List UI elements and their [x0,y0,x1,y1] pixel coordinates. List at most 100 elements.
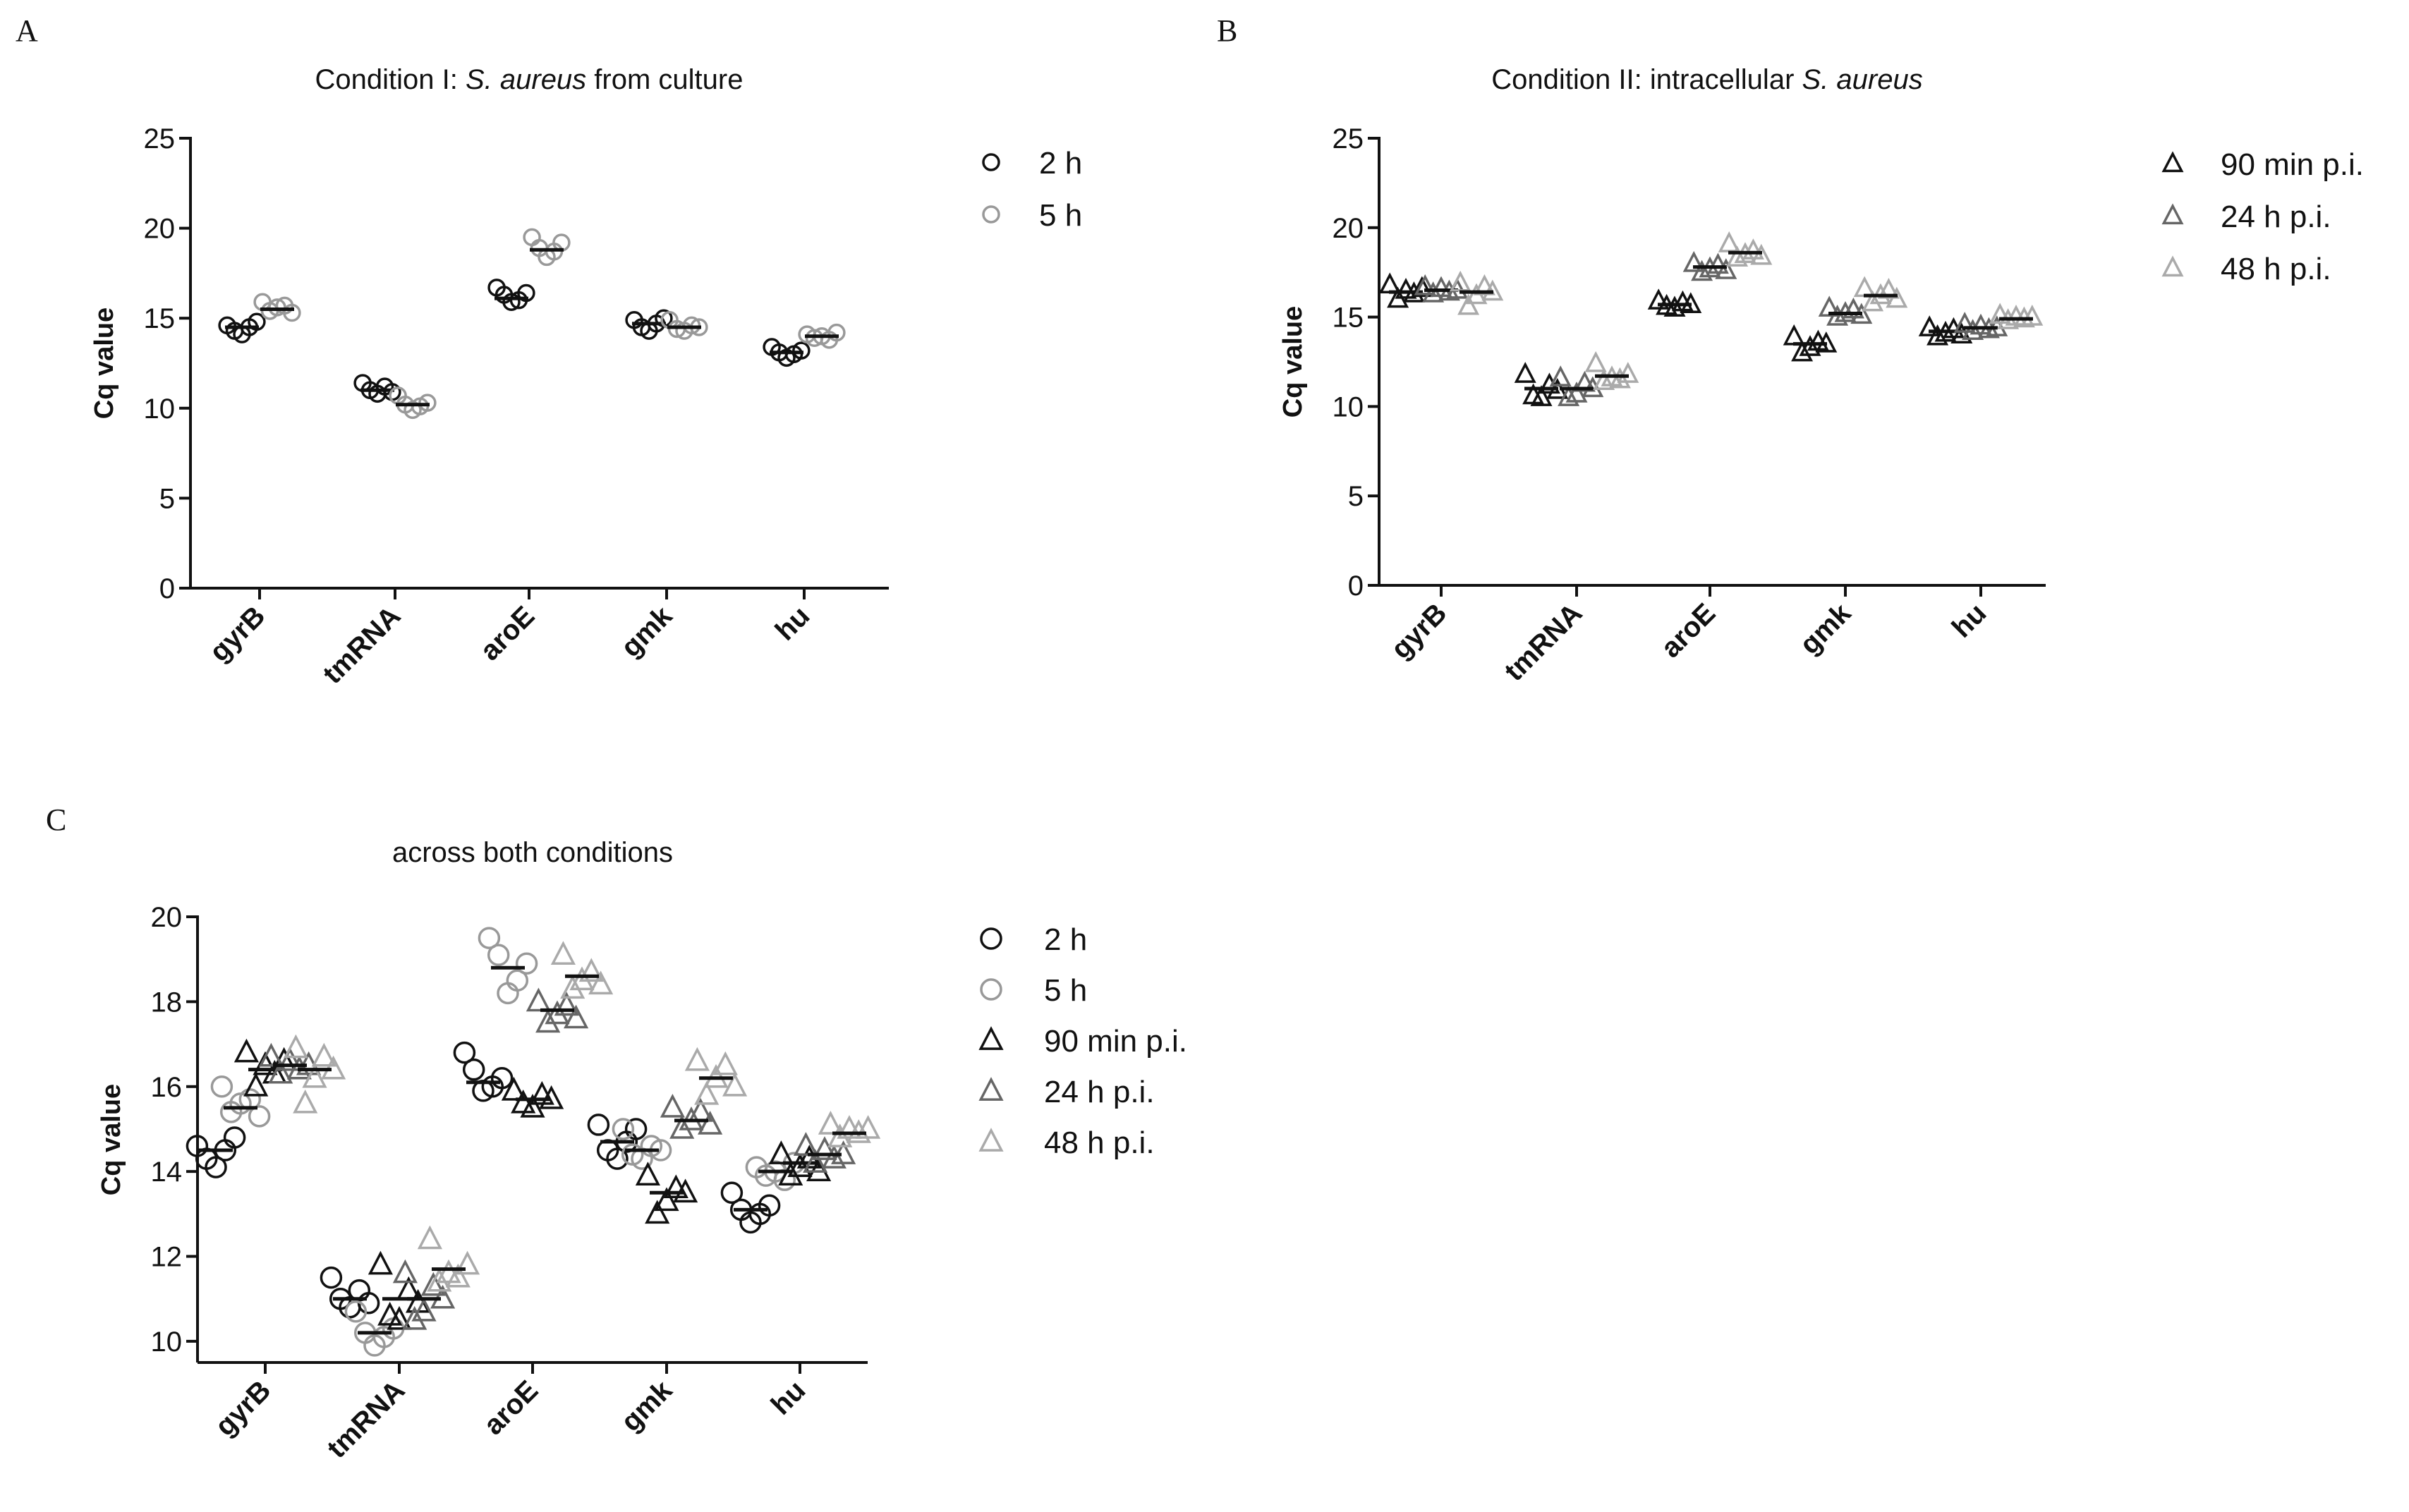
data-point [569,966,595,991]
data-point [1818,295,1840,317]
data-point [698,1111,723,1135]
data-point [803,1149,828,1173]
series-2-h [218,279,811,403]
y-tick-label: 10 [151,1327,183,1358]
y-tick-label: 14 [151,1157,183,1188]
x-tick-label: hu [770,600,816,647]
data-point [1718,231,1740,252]
data-point [1558,385,1580,406]
legend-marker [982,205,1000,224]
data-point [1565,382,1588,403]
data-point [311,1042,336,1067]
data-point [1593,369,1615,390]
data-point [758,1194,781,1217]
data-point [515,952,538,975]
x-tick-label: gmk [1794,597,1857,661]
chart-title: Condition I: S. aureus from culture [315,64,744,95]
data-point [654,1187,679,1212]
legend: 2 h5 h [982,146,1082,233]
data-point [587,1114,610,1136]
data-point [1549,365,1572,386]
data-point [1799,335,1821,356]
data-point [821,1145,847,1169]
data-point [560,975,585,999]
data-point [210,1075,233,1098]
series-24-h-p-i- [1414,250,2008,406]
series-48-h-p-i- [283,941,881,1292]
data-point [1962,319,1984,340]
y-tick-label: 15 [1333,303,1364,334]
data-point [501,1076,526,1101]
data-point [1783,324,1805,346]
data-point [2021,305,2044,326]
x-tick-label: aroE [1655,597,1721,664]
data-point [612,1118,635,1140]
data-point [506,969,529,992]
y-tick-label: 0 [1348,571,1364,602]
data-point [1715,258,1737,279]
data-point [526,987,551,1012]
data-point [1826,305,1849,326]
data-point [402,1305,427,1330]
data-point [1473,274,1495,295]
panel-letter: C [46,803,66,837]
data-point [1842,297,1864,319]
data-point [645,1200,670,1224]
data-point [778,1162,803,1185]
data-point [368,1250,393,1275]
y-axis-title: Cq value [90,307,119,419]
data-point [1886,286,1908,308]
series-5-h [210,927,806,1357]
legend-label: 5 h [1039,198,1082,233]
legend-label: 5 h [1044,973,1087,1008]
x-tick-label: gyrB [210,1374,277,1442]
legend-label: 2 h [1039,146,1082,181]
data-point [243,1072,269,1097]
data-point [1538,372,1560,394]
data-point [720,1181,744,1204]
data-point [1457,293,1480,315]
series-24-h-p-i- [258,987,856,1330]
data-point [1853,276,1876,298]
y-tick-label: 16 [151,1072,183,1103]
y-tick-label: 20 [151,902,183,933]
data-point [1422,281,1445,303]
legend-marker [978,1128,1004,1152]
data-point [827,323,846,342]
legend: 90 min p.i. 24 h p.i. 48 h p.i. [2161,147,2364,286]
legend: 2 h 5 h 90 min p.i. 24 h p.i. 48 h p.i. [978,922,1187,1160]
data-point [233,1038,259,1063]
panel-b: B Condition II: intracellular S. aureus 0 5… [1217,13,2364,687]
legend-label: 24 h p.i. [1044,1075,1155,1109]
data-point [248,1105,271,1128]
legend-label: 90 min p.i. [1044,1024,1187,1059]
data-point [392,1259,418,1284]
data-point [1791,340,1814,362]
data-point [1926,324,1949,346]
chart-title: across both conditions [392,837,673,868]
data-point [205,1156,227,1178]
legend-marker [978,1077,1004,1101]
legend-marker [978,1026,1004,1050]
x-tick-label: gyrB [204,600,272,668]
data-point [487,944,510,966]
panel-letter: B [1217,13,1237,48]
data-point [1584,350,1607,372]
data-point [554,992,579,1016]
data-point [490,1066,514,1090]
data-point [669,1115,695,1139]
data-point [293,1089,318,1114]
data-point [344,1300,368,1323]
data-point [1530,385,1553,406]
legend-marker [982,153,1000,171]
x-tick-label: aroE [478,1374,544,1441]
x-tick-label: gmk [615,1374,679,1438]
data-point [302,1063,327,1088]
legend-marker [980,978,1002,1001]
y-tick-label: 10 [1333,391,1364,422]
y-tick-label: 20 [1333,213,1364,244]
data-point [550,941,576,965]
data-point [1682,250,1705,272]
x-tick-label: tmRNA [317,600,406,690]
y-tick-label: 0 [159,573,175,604]
